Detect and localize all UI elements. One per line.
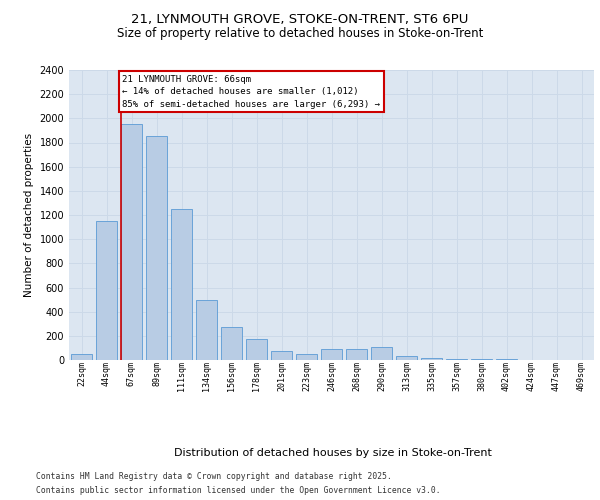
Y-axis label: Number of detached properties: Number of detached properties: [24, 133, 34, 297]
Text: 21, LYNMOUTH GROVE, STOKE-ON-TRENT, ST6 6PU: 21, LYNMOUTH GROVE, STOKE-ON-TRENT, ST6 …: [131, 12, 469, 26]
Bar: [371, 348, 392, 360]
Text: Distribution of detached houses by size in Stoke-on-Trent: Distribution of detached houses by size …: [174, 448, 492, 458]
Bar: [271, 351, 292, 360]
Text: Contains HM Land Registry data © Crown copyright and database right 2025.: Contains HM Land Registry data © Crown c…: [36, 472, 392, 481]
Bar: [96, 221, 117, 360]
Bar: [171, 209, 192, 360]
Bar: [146, 136, 167, 360]
Bar: [246, 340, 267, 360]
Bar: [446, 359, 467, 360]
Bar: [121, 124, 142, 360]
Text: 21 LYNMOUTH GROVE: 66sqm
← 14% of detached houses are smaller (1,012)
85% of sem: 21 LYNMOUTH GROVE: 66sqm ← 14% of detach…: [122, 75, 380, 109]
Bar: [196, 300, 217, 360]
Bar: [346, 349, 367, 360]
Bar: [321, 348, 342, 360]
Bar: [71, 354, 92, 360]
Bar: [296, 354, 317, 360]
Bar: [421, 358, 442, 360]
Text: Contains public sector information licensed under the Open Government Licence v3: Contains public sector information licen…: [36, 486, 440, 495]
Text: Size of property relative to detached houses in Stoke-on-Trent: Size of property relative to detached ho…: [117, 28, 483, 40]
Bar: [221, 328, 242, 360]
Bar: [396, 356, 417, 360]
